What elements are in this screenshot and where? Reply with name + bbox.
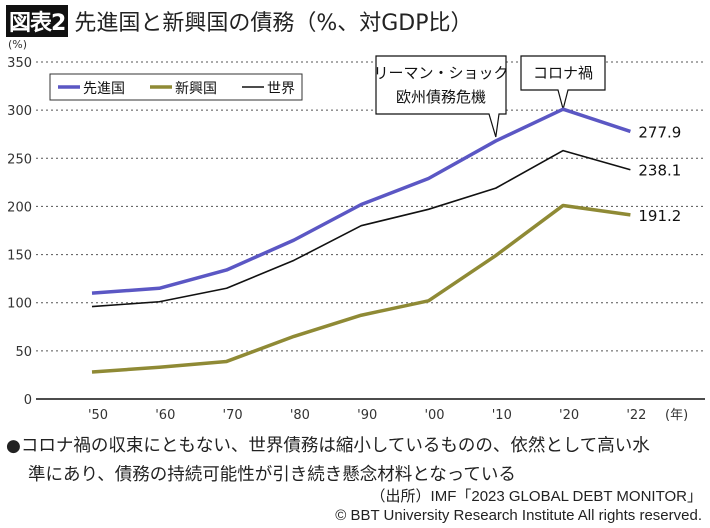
y-tick-label: 250 <box>7 152 32 167</box>
x-axis-unit: (年) <box>665 408 688 423</box>
legend-label: 世界 <box>267 81 295 97</box>
end-value-label: 191.2 <box>638 207 681 225</box>
y-tick-label: 300 <box>7 104 32 119</box>
y-tick-label: 150 <box>7 249 32 264</box>
bullet-icon: ● <box>6 436 21 456</box>
y-tick-label: 350 <box>7 56 32 71</box>
x-tick-label: '60 <box>155 408 175 423</box>
annotation-text: リーマン・ショック <box>373 64 508 82</box>
x-tick-label: '00 <box>424 408 444 423</box>
source-credit: （出所）IMF「2023 GLOBAL DEBT MONITOR」 © BBT … <box>335 487 702 525</box>
y-tick-label: 50 <box>15 345 32 360</box>
y-tick-label: 0 <box>24 393 32 408</box>
annotation-callout <box>375 55 507 138</box>
legend-label: 新興国 <box>175 81 217 97</box>
end-value-label: 277.9 <box>638 123 681 141</box>
annotation-callout <box>520 55 606 112</box>
x-tick-label: '10 <box>492 408 512 423</box>
caption-note: ●コロナ禍の収束にともない、世界債務は縮小しているものの、依然として高い水 準に… <box>6 432 706 490</box>
annotation-text: 欧州債務危機 <box>396 88 486 106</box>
y-tick-label: 100 <box>7 297 32 312</box>
source-line: （出所）IMF「2023 GLOBAL DEBT MONITOR」 <box>370 488 702 505</box>
series-line-新興国 <box>91 203 631 374</box>
end-value-label: 238.1 <box>638 162 681 180</box>
copyright-line: © BBT University Research Institute All … <box>335 507 702 524</box>
annotation-text: コロナ禍 <box>533 64 593 82</box>
line-chart: (%) 0 50 100 150 200 250 300 350 '50 '60 '70 '80 '90 '… <box>7 38 705 423</box>
title-text: 先進国と新興国の債務（%、対GDP比） <box>74 11 473 36</box>
series-line-先進国 <box>91 107 631 295</box>
x-tick-label: '90 <box>357 408 377 423</box>
figure-badge: 図表2 <box>6 5 69 37</box>
legend-label: 先進国 <box>83 81 125 97</box>
x-tick-label: '70 <box>223 408 243 423</box>
x-tick-label: '50 <box>88 408 108 423</box>
x-tick-label: '22 <box>626 408 646 423</box>
note-line-2: 準にあり、債務の持続可能性が引き続き懸念材料となっている <box>28 465 516 485</box>
x-tick-label: '20 <box>559 408 579 423</box>
y-axis-unit: (%) <box>8 38 27 51</box>
chart-title: 図表2 先進国と新興国の債務（%、対GDP比） <box>6 5 472 37</box>
y-tick-label: 200 <box>7 200 32 215</box>
x-tick-label: '80 <box>290 408 310 423</box>
note-line-1: コロナ禍の収束にともない、世界債務は縮小しているものの、依然として高い水 <box>20 436 650 456</box>
